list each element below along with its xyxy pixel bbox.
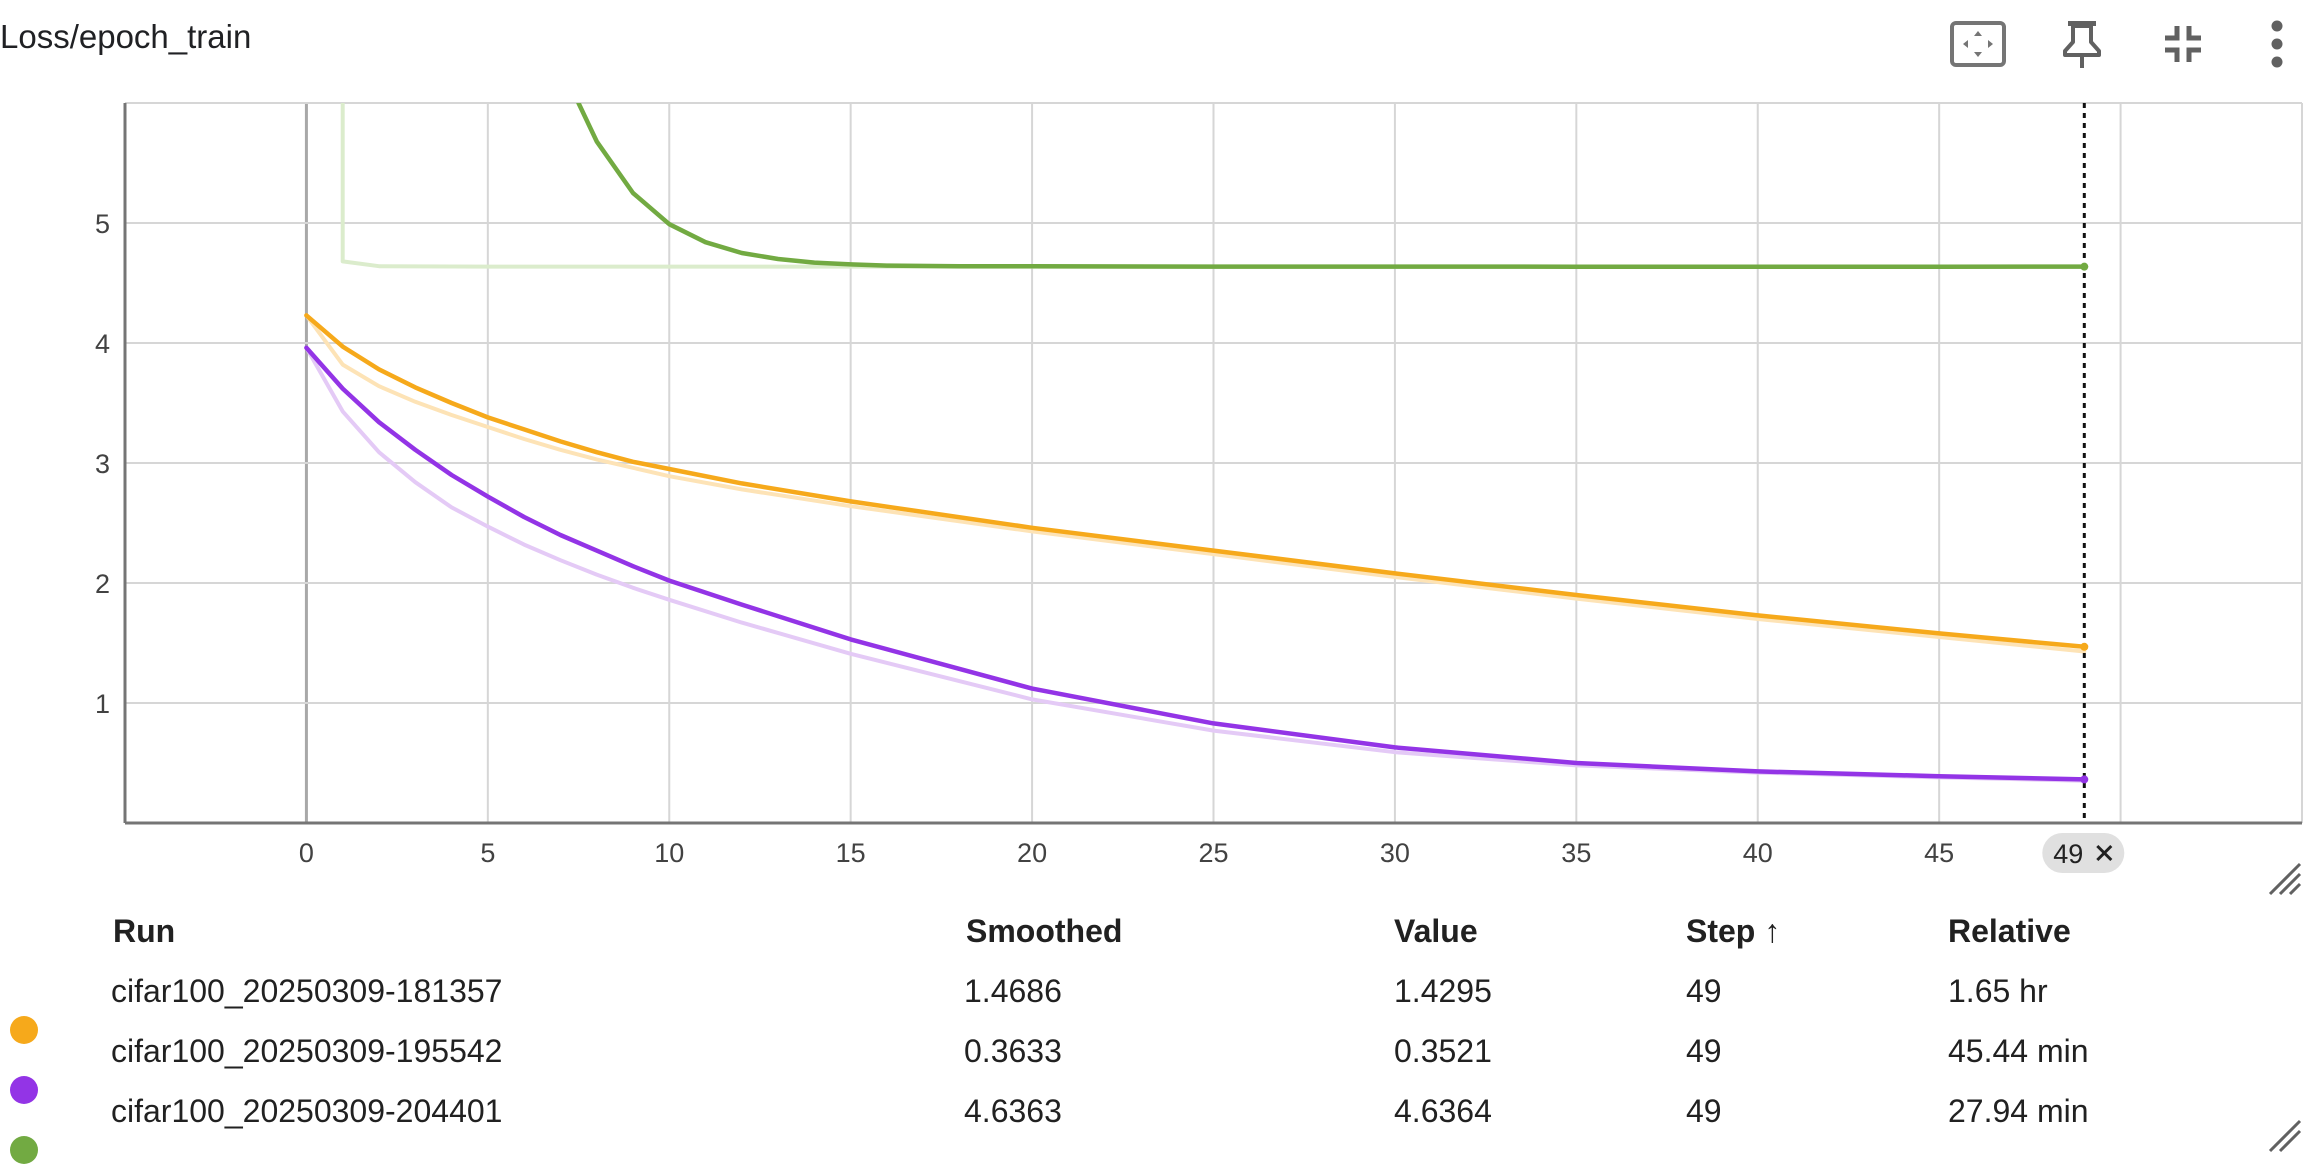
table-row: cifar100_20250309-204401 4.6363 4.6364 4…	[0, 1093, 2305, 1164]
relative-time: 27.94 min	[1948, 1093, 2089, 1129]
chart-area[interactable]: 0 5 10 15 20 25 30 35 40 45 1 2 3 4 5 49	[0, 90, 2305, 896]
series-raw-line	[304, 345, 2087, 783]
raw-value: 4.6364	[1394, 1093, 1492, 1129]
pin-icon	[2063, 21, 2101, 68]
hover-step-label: 49	[2053, 839, 2083, 869]
resize-handle-icon[interactable]	[2264, 858, 2304, 898]
run-name: cifar100_20250309-195542	[111, 1033, 503, 1069]
y-tick-label: 1	[95, 689, 110, 719]
collapse-icon	[2165, 26, 2201, 62]
relative-time: 1.65 hr	[1948, 973, 2048, 1009]
x-tick-label: 25	[1198, 838, 1228, 868]
close-icon	[2096, 844, 2113, 862]
table-row: cifar100_20250309-181357 1.4686 1.4295 4…	[0, 973, 2305, 1044]
run-color-dot	[10, 1136, 38, 1164]
smoothed-value: 4.6363	[964, 1093, 1062, 1129]
x-tick-label: 45	[1924, 838, 1954, 868]
smoothed-value: 0.3633	[964, 1033, 1062, 1069]
series-raw-line	[304, 313, 2087, 654]
table-resize-handle-icon[interactable]	[2264, 1115, 2304, 1155]
step-value: 49	[1686, 1033, 1722, 1069]
col-header-smoothed: Smoothed	[966, 913, 1123, 949]
tooltip-table: Run Smoothed Value Step ↑ Relative cifar…	[0, 895, 2305, 1164]
fit-domain-icon	[1950, 21, 2006, 67]
step-value: 49	[1686, 1093, 1722, 1129]
y-tick-label: 3	[95, 449, 110, 479]
raw-value: 0.3521	[1394, 1033, 1492, 1069]
col-header-value: Value	[1394, 913, 1478, 949]
series-smoothed-line	[304, 313, 2087, 650]
x-tick-label: 10	[654, 838, 684, 868]
more-vert-icon	[2271, 20, 2283, 68]
raw-value: 1.4295	[1394, 973, 1492, 1009]
y-tick-label: 2	[95, 569, 110, 599]
x-tick-label: 0	[299, 838, 314, 868]
x-tick-label: 15	[836, 838, 866, 868]
run-color-dot	[10, 1076, 38, 1104]
x-tick-label: 30	[1380, 838, 1410, 868]
x-tick-label: 35	[1561, 838, 1591, 868]
relative-time: 45.44 min	[1948, 1033, 2089, 1069]
y-tick-label: 4	[95, 329, 110, 359]
series-smoothed-line	[576, 103, 2087, 269]
card-header: Loss/epoch_train	[0, 0, 2305, 90]
step-value: 49	[1686, 973, 1722, 1009]
hover-point	[2080, 642, 2089, 651]
card-title: Loss/epoch_train	[0, 18, 252, 55]
x-tick-label: 20	[1017, 838, 1047, 868]
pin-button[interactable]	[2052, 14, 2112, 74]
collapse-button[interactable]	[2153, 14, 2213, 74]
run-name: cifar100_20250309-181357	[111, 973, 503, 1009]
run-color-dot	[10, 1016, 38, 1044]
y-tick-label: 5	[95, 209, 110, 239]
table-row: cifar100_20250309-195542 0.3633 0.3521 4…	[0, 1033, 2305, 1104]
series-smoothed-line	[304, 345, 2087, 782]
col-header-run: Run	[113, 913, 176, 949]
smoothed-value: 1.4686	[964, 973, 1062, 1009]
hover-point	[2080, 775, 2089, 784]
fit-domain-button[interactable]	[1948, 14, 2008, 74]
x-tick-label: 40	[1743, 838, 1773, 868]
run-name: cifar100_20250309-204401	[111, 1093, 503, 1129]
more-menu-button[interactable]	[2255, 14, 2299, 74]
x-tick-label: 5	[480, 838, 495, 868]
col-header-relative: Relative	[1948, 913, 2071, 949]
hover-step-badge	[2042, 833, 2125, 873]
col-header-step[interactable]: Step ↑	[1686, 913, 1781, 949]
hover-point	[2080, 262, 2089, 271]
